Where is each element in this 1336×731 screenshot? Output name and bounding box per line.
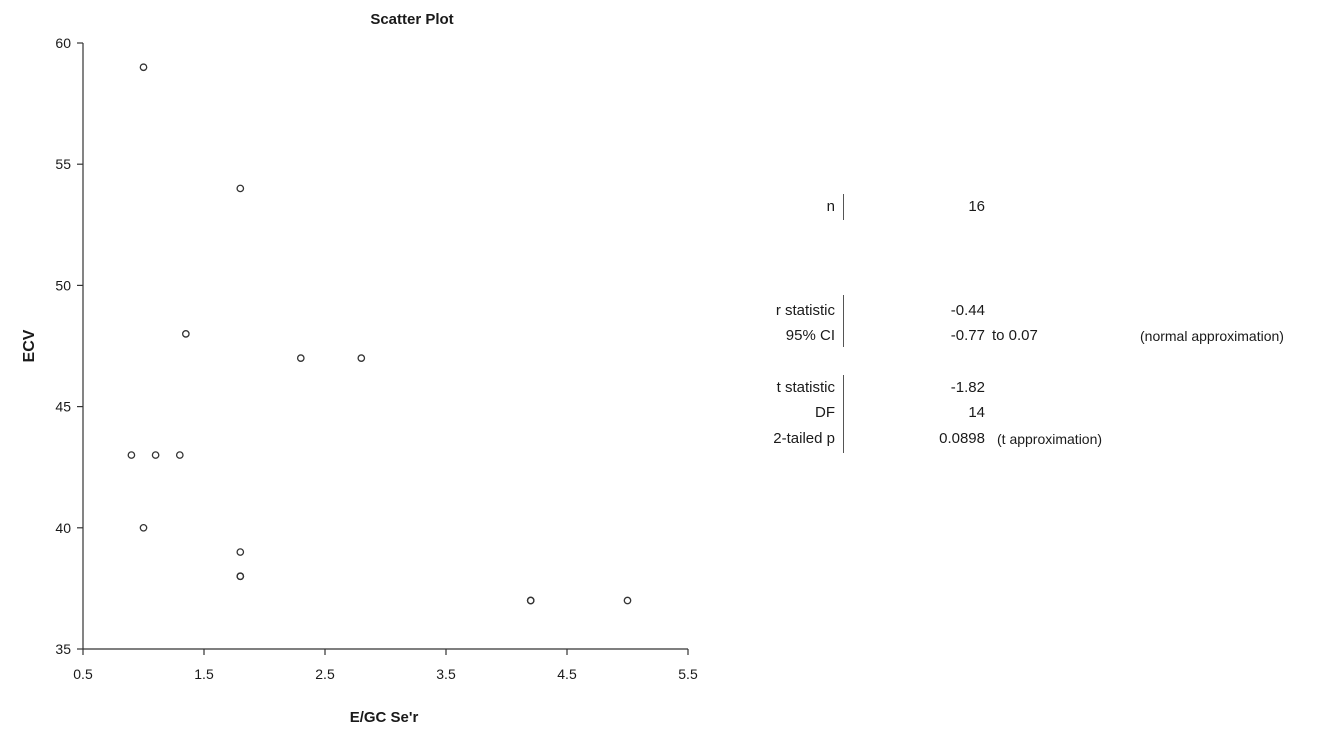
data-point <box>139 63 148 72</box>
x-tick-label: 4.5 <box>557 666 577 682</box>
x-tick-label: 2.5 <box>315 666 335 682</box>
t-statistic-label: t statistic <box>776 379 835 396</box>
r-statistic-value: -0.44 <box>950 302 985 319</box>
data-point <box>526 596 535 605</box>
n-label: n <box>826 198 835 215</box>
ci-label: 95% CI <box>785 327 835 344</box>
x-tick-label: 0.5 <box>73 666 93 682</box>
data-points <box>127 63 632 605</box>
chart-title: Scatter Plot <box>370 11 453 28</box>
data-point <box>236 572 245 581</box>
y-tick-label: 40 <box>55 520 71 536</box>
y-axis-label: ECV <box>21 329 38 362</box>
t-divider <box>843 375 844 453</box>
p-note: (t approximation) <box>997 431 1103 447</box>
x-tick-label: 5.5 <box>678 666 698 682</box>
r-divider <box>843 295 844 347</box>
r-statistic-label: r statistic <box>775 302 835 319</box>
n-value: 16 <box>968 198 985 215</box>
ci-note: (normal approximation) <box>1140 328 1284 344</box>
data-point <box>236 184 245 193</box>
data-point <box>127 451 136 459</box>
y-tick-label: 55 <box>55 156 71 172</box>
t-statistic-value: -1.82 <box>950 379 985 396</box>
df-value: 14 <box>968 404 985 421</box>
data-point <box>151 451 160 459</box>
df-label: DF <box>815 404 835 421</box>
n-divider <box>843 194 844 220</box>
y-tick-label: 45 <box>55 399 71 415</box>
data-point <box>296 354 305 362</box>
data-point <box>182 330 190 338</box>
x-tick-label: 3.5 <box>436 666 456 682</box>
y-tick-label: 60 <box>55 35 71 51</box>
y-tick-label: 35 <box>55 641 71 657</box>
data-point <box>623 596 632 605</box>
data-point <box>139 523 148 532</box>
x-axis-label: E/GC Se'r <box>350 709 419 726</box>
data-point <box>236 548 245 556</box>
data-point <box>175 451 184 459</box>
data-point <box>357 354 366 362</box>
p-value: 0.0898 <box>939 430 985 447</box>
x-axis-ticks: 0.5 1.5 2.5 3.5 4.5 5.5 <box>73 649 698 682</box>
p-value-label: 2-tailed p <box>773 430 835 447</box>
y-axis-ticks: 35 40 45 50 55 60 <box>55 35 83 657</box>
y-tick-label: 50 <box>55 277 71 293</box>
x-tick-label: 1.5 <box>194 666 214 682</box>
ci-value: -0.77 <box>950 327 985 344</box>
ci-upper: to 0.07 <box>992 327 1038 344</box>
